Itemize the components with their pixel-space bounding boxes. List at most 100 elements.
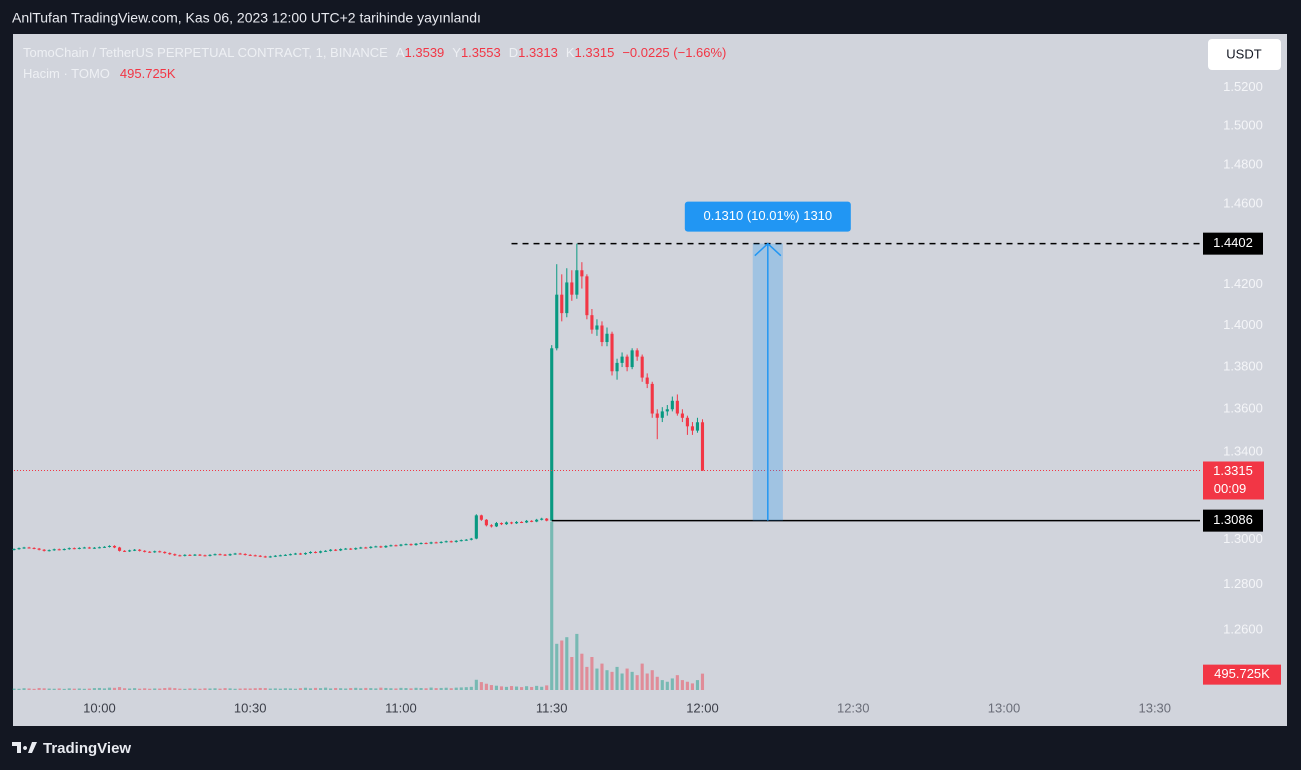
- candle-body: [424, 543, 428, 545]
- legend-ohlc-key: K: [566, 45, 575, 60]
- volume-bar: [308, 688, 313, 690]
- volume-bar: [625, 668, 629, 690]
- volume-bar: [293, 688, 297, 690]
- y-tick-label: 1.4800: [1223, 156, 1263, 171]
- candle-body: [595, 325, 599, 330]
- candle-body: [293, 553, 297, 555]
- volume-bar: [117, 687, 122, 690]
- volume-bar: [464, 687, 468, 690]
- candle-body: [22, 547, 26, 549]
- footer-brand: TradingView: [43, 740, 131, 757]
- candle-body: [87, 547, 91, 549]
- volume-bar: [62, 688, 66, 690]
- candle-body: [484, 519, 488, 526]
- last-price-label: 1.3315: [1213, 463, 1253, 478]
- candle-body: [635, 350, 639, 357]
- candle-body: [514, 521, 519, 524]
- candle-body: [630, 350, 634, 368]
- y-tick-label: 1.3800: [1223, 359, 1263, 374]
- y-tick-label: 1.5000: [1223, 117, 1263, 132]
- candle-body: [479, 515, 483, 520]
- measure-label-box: [684, 201, 851, 232]
- candle-body: [454, 540, 458, 542]
- candle-body: [645, 377, 649, 384]
- volume-bar: [630, 671, 634, 690]
- candle-body: [17, 548, 21, 550]
- volume-bar: [525, 686, 529, 690]
- candle-body: [640, 356, 644, 378]
- candle-body: [665, 409, 669, 412]
- volume-bar: [499, 686, 504, 690]
- x-tick-label: 11:30: [536, 700, 568, 715]
- volume-bar: [560, 640, 564, 690]
- candle-body: [695, 422, 700, 431]
- volume-bar: [369, 688, 373, 690]
- volume-bar: [283, 688, 287, 690]
- volume-bar: [349, 688, 353, 690]
- volume-legend: Hacim · TOMO 495.725K: [23, 66, 176, 81]
- volume-bar: [27, 688, 31, 690]
- candle-body: [82, 547, 86, 549]
- volume-bar: [555, 643, 559, 690]
- volume-bar: [42, 688, 46, 690]
- candle-body: [243, 553, 247, 555]
- volume-bar: [685, 681, 689, 690]
- volume-bar: [128, 688, 132, 690]
- volume-bar: [650, 670, 654, 690]
- candle-body: [32, 547, 36, 549]
- candle-body: [359, 547, 363, 549]
- candle-body: [77, 547, 81, 549]
- volume-bar: [665, 681, 669, 690]
- volume-bar: [213, 688, 217, 690]
- volume-bar: [324, 687, 328, 690]
- candle-body: [303, 553, 308, 555]
- candle-body: [324, 550, 328, 552]
- volume-bar: [590, 657, 594, 690]
- legend-volume-value: 495.725K: [120, 66, 176, 81]
- volume-bar: [429, 687, 433, 690]
- candle-body: [203, 555, 207, 557]
- candle-body: [580, 270, 584, 277]
- currency-label[interactable]: USDT: [1226, 46, 1261, 61]
- volume-bar: [223, 688, 227, 690]
- legend-symbol: TomoChain / TetherUS PERPETUAL CONTRACT,…: [23, 45, 388, 60]
- volume-bar: [22, 688, 26, 690]
- volume-bar: [474, 679, 478, 690]
- y-tick-label: 1.3600: [1223, 401, 1263, 416]
- candle-body: [318, 551, 323, 553]
- candle-body: [655, 413, 659, 418]
- volume-bar: [545, 685, 549, 690]
- candle-body: [248, 554, 252, 556]
- candle-body: [47, 550, 51, 552]
- legend-ohlc-key: A: [396, 45, 405, 60]
- candle-body: [258, 555, 262, 557]
- volume-bar: [695, 680, 700, 690]
- y-tick-label: 1.4200: [1223, 276, 1263, 291]
- x-tick-label: 12:30: [837, 700, 870, 715]
- volume-bar: [37, 687, 41, 690]
- volume-bar: [670, 678, 674, 690]
- x-tick-label: 11:00: [385, 700, 417, 715]
- candle-body: [690, 426, 694, 431]
- volume-bar: [540, 686, 544, 690]
- candle-body: [535, 519, 539, 522]
- candle-body: [464, 539, 468, 541]
- currency-button[interactable]: [1208, 39, 1281, 70]
- x-tick-label: 12:00: [686, 700, 719, 715]
- volume-bar: [238, 688, 242, 690]
- volume-bar: [253, 688, 257, 690]
- candle-body: [228, 554, 232, 556]
- candle-body: [273, 555, 277, 557]
- candle-body: [610, 333, 614, 372]
- candle-body: [268, 556, 272, 558]
- volume-bar: [585, 666, 589, 690]
- volume-bar: [112, 687, 117, 690]
- candle-body: [675, 400, 679, 414]
- candle-body: [504, 522, 509, 525]
- candle-body: [62, 549, 66, 551]
- candle-body: [389, 545, 393, 547]
- candle-body: [158, 551, 162, 553]
- countdown-label: 00:09: [1214, 481, 1247, 496]
- candle-body: [334, 549, 338, 551]
